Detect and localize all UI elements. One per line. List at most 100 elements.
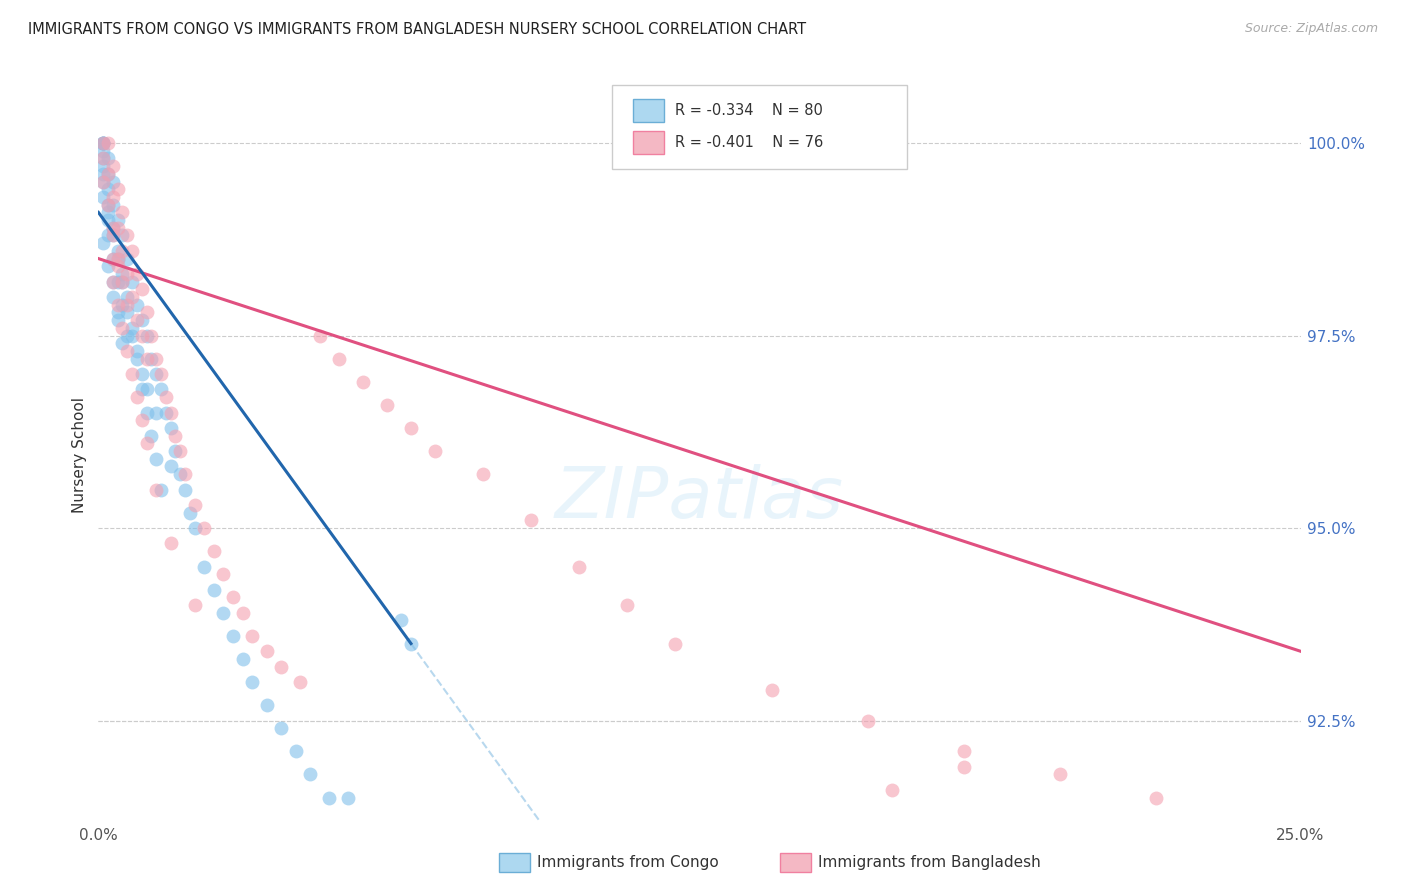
Point (135, 383, 157, 397)
Point (107, 252, 129, 266)
Point (290, 675, 312, 690)
Point (169, 444, 191, 458)
Point (423, 444, 446, 458)
Point (568, 559, 591, 574)
Point (111, 321, 134, 335)
Point (107, 275, 129, 289)
Point (240, 629, 263, 643)
Point (202, 582, 225, 597)
Point (101, 252, 124, 266)
Point (145, 406, 167, 420)
Point (131, 413, 153, 427)
Point (145, 483, 167, 497)
Point (107, 260, 129, 274)
Point (97, 167, 120, 181)
Point (125, 343, 148, 358)
Point (97, 260, 120, 274)
Point (856, 714, 879, 728)
Point (97, 197, 120, 211)
Point (91, 136, 114, 150)
Point (111, 205, 134, 219)
Point (131, 313, 153, 327)
Point (107, 313, 129, 327)
Point (91, 159, 114, 173)
Point (101, 159, 124, 173)
Point (222, 591, 245, 605)
Point (337, 790, 360, 805)
Point (159, 459, 181, 474)
Point (101, 228, 124, 243)
Point (111, 228, 134, 243)
Point (174, 483, 197, 497)
Text: ZIPatlas: ZIPatlas (555, 465, 844, 533)
Point (149, 383, 172, 397)
Point (135, 436, 157, 450)
Point (117, 343, 139, 358)
Point (179, 506, 201, 520)
Point (91, 136, 114, 150)
Point (159, 406, 181, 420)
Point (169, 467, 191, 482)
Point (125, 390, 148, 404)
Point (117, 267, 139, 281)
Point (953, 760, 976, 774)
Point (97, 182, 120, 196)
Text: Immigrants from Bangladesh: Immigrants from Bangladesh (818, 855, 1040, 870)
Point (121, 244, 143, 258)
Point (159, 421, 181, 435)
Point (107, 252, 129, 266)
Point (111, 336, 134, 351)
Point (141, 351, 163, 366)
Point (664, 636, 686, 650)
Point (97, 167, 120, 181)
Point (107, 220, 129, 235)
Point (135, 351, 157, 366)
Point (399, 636, 422, 650)
Point (202, 544, 225, 558)
Point (91, 152, 114, 166)
Point (1144, 790, 1167, 805)
Point (97, 228, 120, 243)
Point (125, 267, 148, 281)
Point (318, 790, 340, 805)
Point (165, 444, 187, 458)
Point (91, 144, 114, 158)
Point (298, 767, 321, 781)
Point (101, 175, 124, 189)
Point (222, 629, 245, 643)
Point (125, 298, 148, 312)
Point (91, 152, 114, 166)
Point (91, 236, 114, 251)
Point (256, 644, 278, 658)
Point (97, 205, 120, 219)
Point (101, 228, 124, 243)
Text: Source: ZipAtlas.com: Source: ZipAtlas.com (1244, 22, 1378, 36)
Point (472, 467, 495, 482)
Point (101, 220, 124, 235)
Point (91, 136, 114, 150)
Point (97, 213, 120, 227)
Text: R = -0.401    N = 76: R = -0.401 N = 76 (675, 136, 823, 150)
Point (399, 421, 422, 435)
Point (111, 275, 134, 289)
Point (91, 190, 114, 204)
Point (145, 351, 167, 366)
Point (131, 282, 153, 296)
Point (1049, 767, 1071, 781)
Point (131, 367, 153, 381)
Text: Immigrants from Congo: Immigrants from Congo (537, 855, 718, 870)
Point (183, 498, 205, 512)
Point (145, 367, 167, 381)
Point (117, 298, 139, 312)
Point (131, 328, 153, 343)
Point (101, 290, 124, 304)
Point (232, 606, 254, 620)
Point (183, 521, 205, 535)
Point (240, 675, 263, 690)
Point (101, 220, 124, 235)
Point (107, 305, 129, 319)
Point (183, 598, 205, 612)
Point (256, 698, 278, 713)
Point (880, 782, 903, 797)
Point (761, 682, 783, 697)
